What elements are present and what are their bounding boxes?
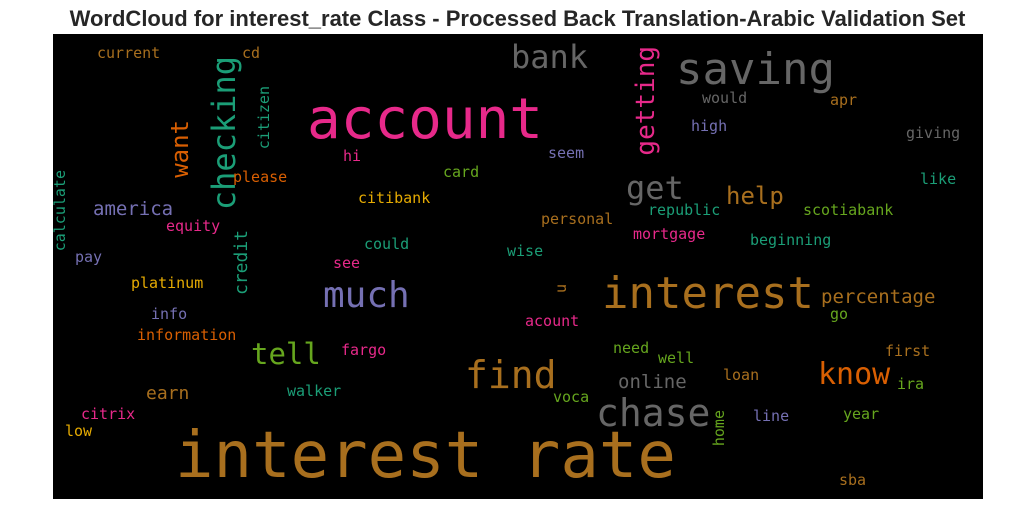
word-want: want [166,120,194,178]
word-mortgage: mortgage [633,225,706,243]
word-cd: cd [242,44,261,62]
word-current: current [97,44,161,62]
word-chase: chase [596,391,711,435]
word-u: u [552,284,570,294]
word-info: info [151,305,188,323]
word-ira: ira [897,375,925,393]
word-help: help [726,182,784,210]
word-find: find [465,353,557,397]
word-home: home [710,410,728,447]
word-first: first [885,342,931,360]
word-america: america [93,198,174,220]
word-acount: acount [525,312,580,330]
word-saving: saving [676,44,835,95]
word-low: low [65,422,93,440]
word-would: would [702,89,748,107]
word-need: need [613,339,650,357]
word-pay: pay [75,248,103,266]
word-calculate: calculate [53,170,69,252]
word-credit: credit [231,230,252,296]
word-beginning: beginning [750,231,832,249]
word-well: well [658,349,695,367]
word-equity: equity [166,217,221,235]
word-tell: tell [251,337,321,371]
word-walker: walker [287,382,342,400]
chart-title: WordCloud for interest_rate Class - Proc… [69,6,966,31]
word-interest-rate: interest rate [175,419,676,493]
word-citrix: citrix [81,405,136,423]
word-loan: loan [723,366,760,384]
word-go: go [830,305,849,323]
word-platinum: platinum [131,274,204,292]
word-high: high [691,117,728,135]
word-line: line [753,407,790,425]
word-get: get [626,169,684,207]
word-online: online [618,371,687,393]
word-please: please [233,168,288,186]
word-could: could [364,235,410,253]
word-interest: interest [602,268,814,319]
word-like: like [920,170,957,188]
word-bank: bank [511,38,589,76]
word-republic: republic [648,201,721,219]
word-citizen: citizen [255,86,273,150]
word-seem: seem [548,144,585,162]
word-voca: voca [553,388,590,406]
word-giving: giving [906,124,961,142]
word-sba: sba [839,471,867,489]
word-citibank: citibank [358,189,431,207]
word-earn: earn [146,383,190,404]
word-personal: personal [541,210,614,228]
word-hi: hi [343,147,362,165]
word-checking: checking [205,56,243,211]
word-scotiabank: scotiabank [803,201,894,219]
word-much: much [323,275,410,316]
word-fargo: fargo [341,341,387,359]
word-year: year [843,405,880,423]
word-information: information [137,326,237,344]
word-wise: wise [507,242,544,260]
word-card: card [443,163,480,181]
word-getting: getting [631,46,661,156]
word-account: account [307,87,544,152]
word-apr: apr [830,91,858,109]
word-cloud: interest rate account interest saving ch… [53,34,983,499]
word-see: see [333,254,361,272]
word-know: know [818,357,891,392]
word-percentage: percentage [821,286,936,308]
